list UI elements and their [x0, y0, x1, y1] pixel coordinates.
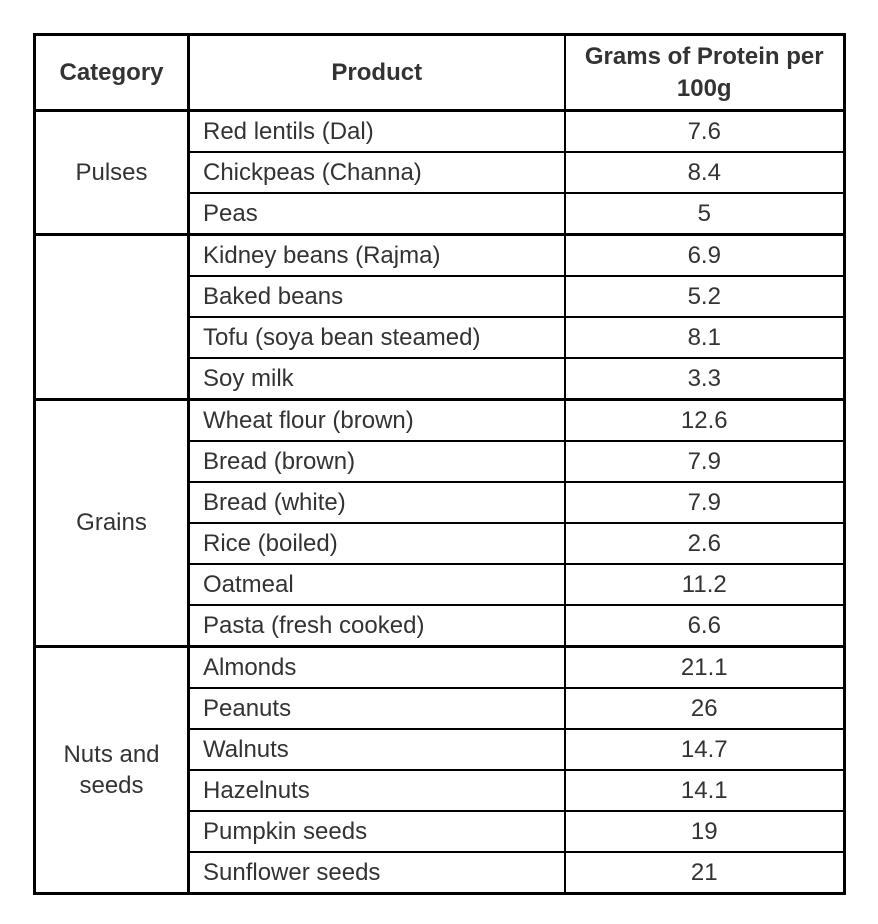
table-row: Walnuts 14.7: [35, 728, 846, 771]
product-cell: Rice (boiled): [187, 522, 566, 565]
table-row: Oatmeal 11.2: [35, 563, 846, 606]
protein-value-cell: 7.9: [563, 481, 846, 524]
product-cell: Oatmeal: [187, 563, 566, 606]
table-row: Tofu (soya bean steamed) 8.1: [35, 316, 846, 359]
product-cell: Tofu (soya bean steamed): [187, 316, 566, 359]
protein-value-cell: 2.6: [563, 522, 846, 565]
table-row: Chickpeas (Channa) 8.4: [35, 151, 846, 194]
product-cell: Wheat flour (brown): [187, 398, 566, 442]
product-cell: Almonds: [187, 645, 566, 689]
protein-value-cell: 11.2: [563, 563, 846, 606]
table-row: Sunflower seeds 21: [35, 851, 846, 895]
protein-value-cell: 7.9: [563, 440, 846, 483]
table-row: Pasta (fresh cooked) 6.6: [35, 604, 846, 648]
product-cell: Kidney beans (Rajma): [187, 233, 566, 277]
product-cell: Pumpkin seeds: [187, 810, 566, 853]
product-cell: Soy milk: [187, 357, 566, 401]
product-cell: Bread (brown): [187, 440, 566, 483]
table-row: Rice (boiled) 2.6: [35, 522, 846, 565]
header-product: Product: [187, 33, 566, 112]
table-row: Peanuts 26: [35, 687, 846, 730]
table-row: Bread (white) 7.9: [35, 481, 846, 524]
protein-value-cell: 26: [563, 687, 846, 730]
protein-value-cell: 12.6: [563, 398, 846, 442]
product-cell: Baked beans: [187, 275, 566, 318]
protein-value-cell: 6.9: [563, 233, 846, 277]
protein-table: Category Product Grams of Protein per 10…: [33, 33, 846, 895]
protein-value-cell: 21: [563, 851, 846, 895]
table-body: Pulses Red lentils (Dal) 7.6 Chickpeas (Cha…: [33, 109, 846, 895]
category-cell: Grains: [33, 398, 190, 648]
table-row: Hazelnuts 14.1: [35, 769, 846, 812]
table-row: Nuts and seeds Almonds 21.1: [33, 645, 846, 895]
product-cell: Walnuts: [187, 728, 566, 771]
protein-value-cell: 5: [563, 192, 846, 236]
table-row: Kidney beans (Rajma) 6.9: [33, 233, 846, 401]
protein-value-cell: 5.2: [563, 275, 846, 318]
product-cell: Pasta (fresh cooked): [187, 604, 566, 648]
table-row: Baked beans 5.2: [35, 275, 846, 318]
header-row: Category Product Grams of Protein per 10…: [33, 33, 846, 112]
product-cell: Bread (white): [187, 481, 566, 524]
table-row: Grains Wheat flour (brown) 12.6: [33, 398, 846, 648]
category-cell: [33, 233, 190, 401]
protein-value-cell: 6.6: [563, 604, 846, 648]
product-cell: Hazelnuts: [187, 769, 566, 812]
protein-value-cell: 21.1: [563, 645, 846, 689]
protein-value-cell: 7.6: [563, 109, 846, 153]
table-row: Pulses Red lentils (Dal) 7.6: [33, 109, 846, 236]
protein-value-cell: 14.1: [563, 769, 846, 812]
table-row: Bread (brown) 7.9: [35, 440, 846, 483]
protein-value-cell: 14.7: [563, 728, 846, 771]
category-cell: Nuts and seeds: [33, 645, 190, 895]
product-cell: Red lentils (Dal): [187, 109, 566, 153]
table-row: Soy milk 3.3: [35, 357, 846, 401]
product-cell: Peanuts: [187, 687, 566, 730]
product-cell: Sunflower seeds: [187, 851, 566, 895]
table-row: Pumpkin seeds 19: [35, 810, 846, 853]
product-cell: Chickpeas (Channa): [187, 151, 566, 194]
table-row: Peas 5: [35, 192, 846, 236]
protein-value-cell: 19: [563, 810, 846, 853]
protein-value-cell: 8.1: [563, 316, 846, 359]
header-category: Category: [33, 33, 190, 112]
protein-value-cell: 3.3: [563, 357, 846, 401]
product-cell: Peas: [187, 192, 566, 236]
header-protein: Grams of Protein per 100g: [563, 33, 846, 112]
protein-value-cell: 8.4: [563, 151, 846, 194]
category-cell: Pulses: [33, 109, 190, 236]
